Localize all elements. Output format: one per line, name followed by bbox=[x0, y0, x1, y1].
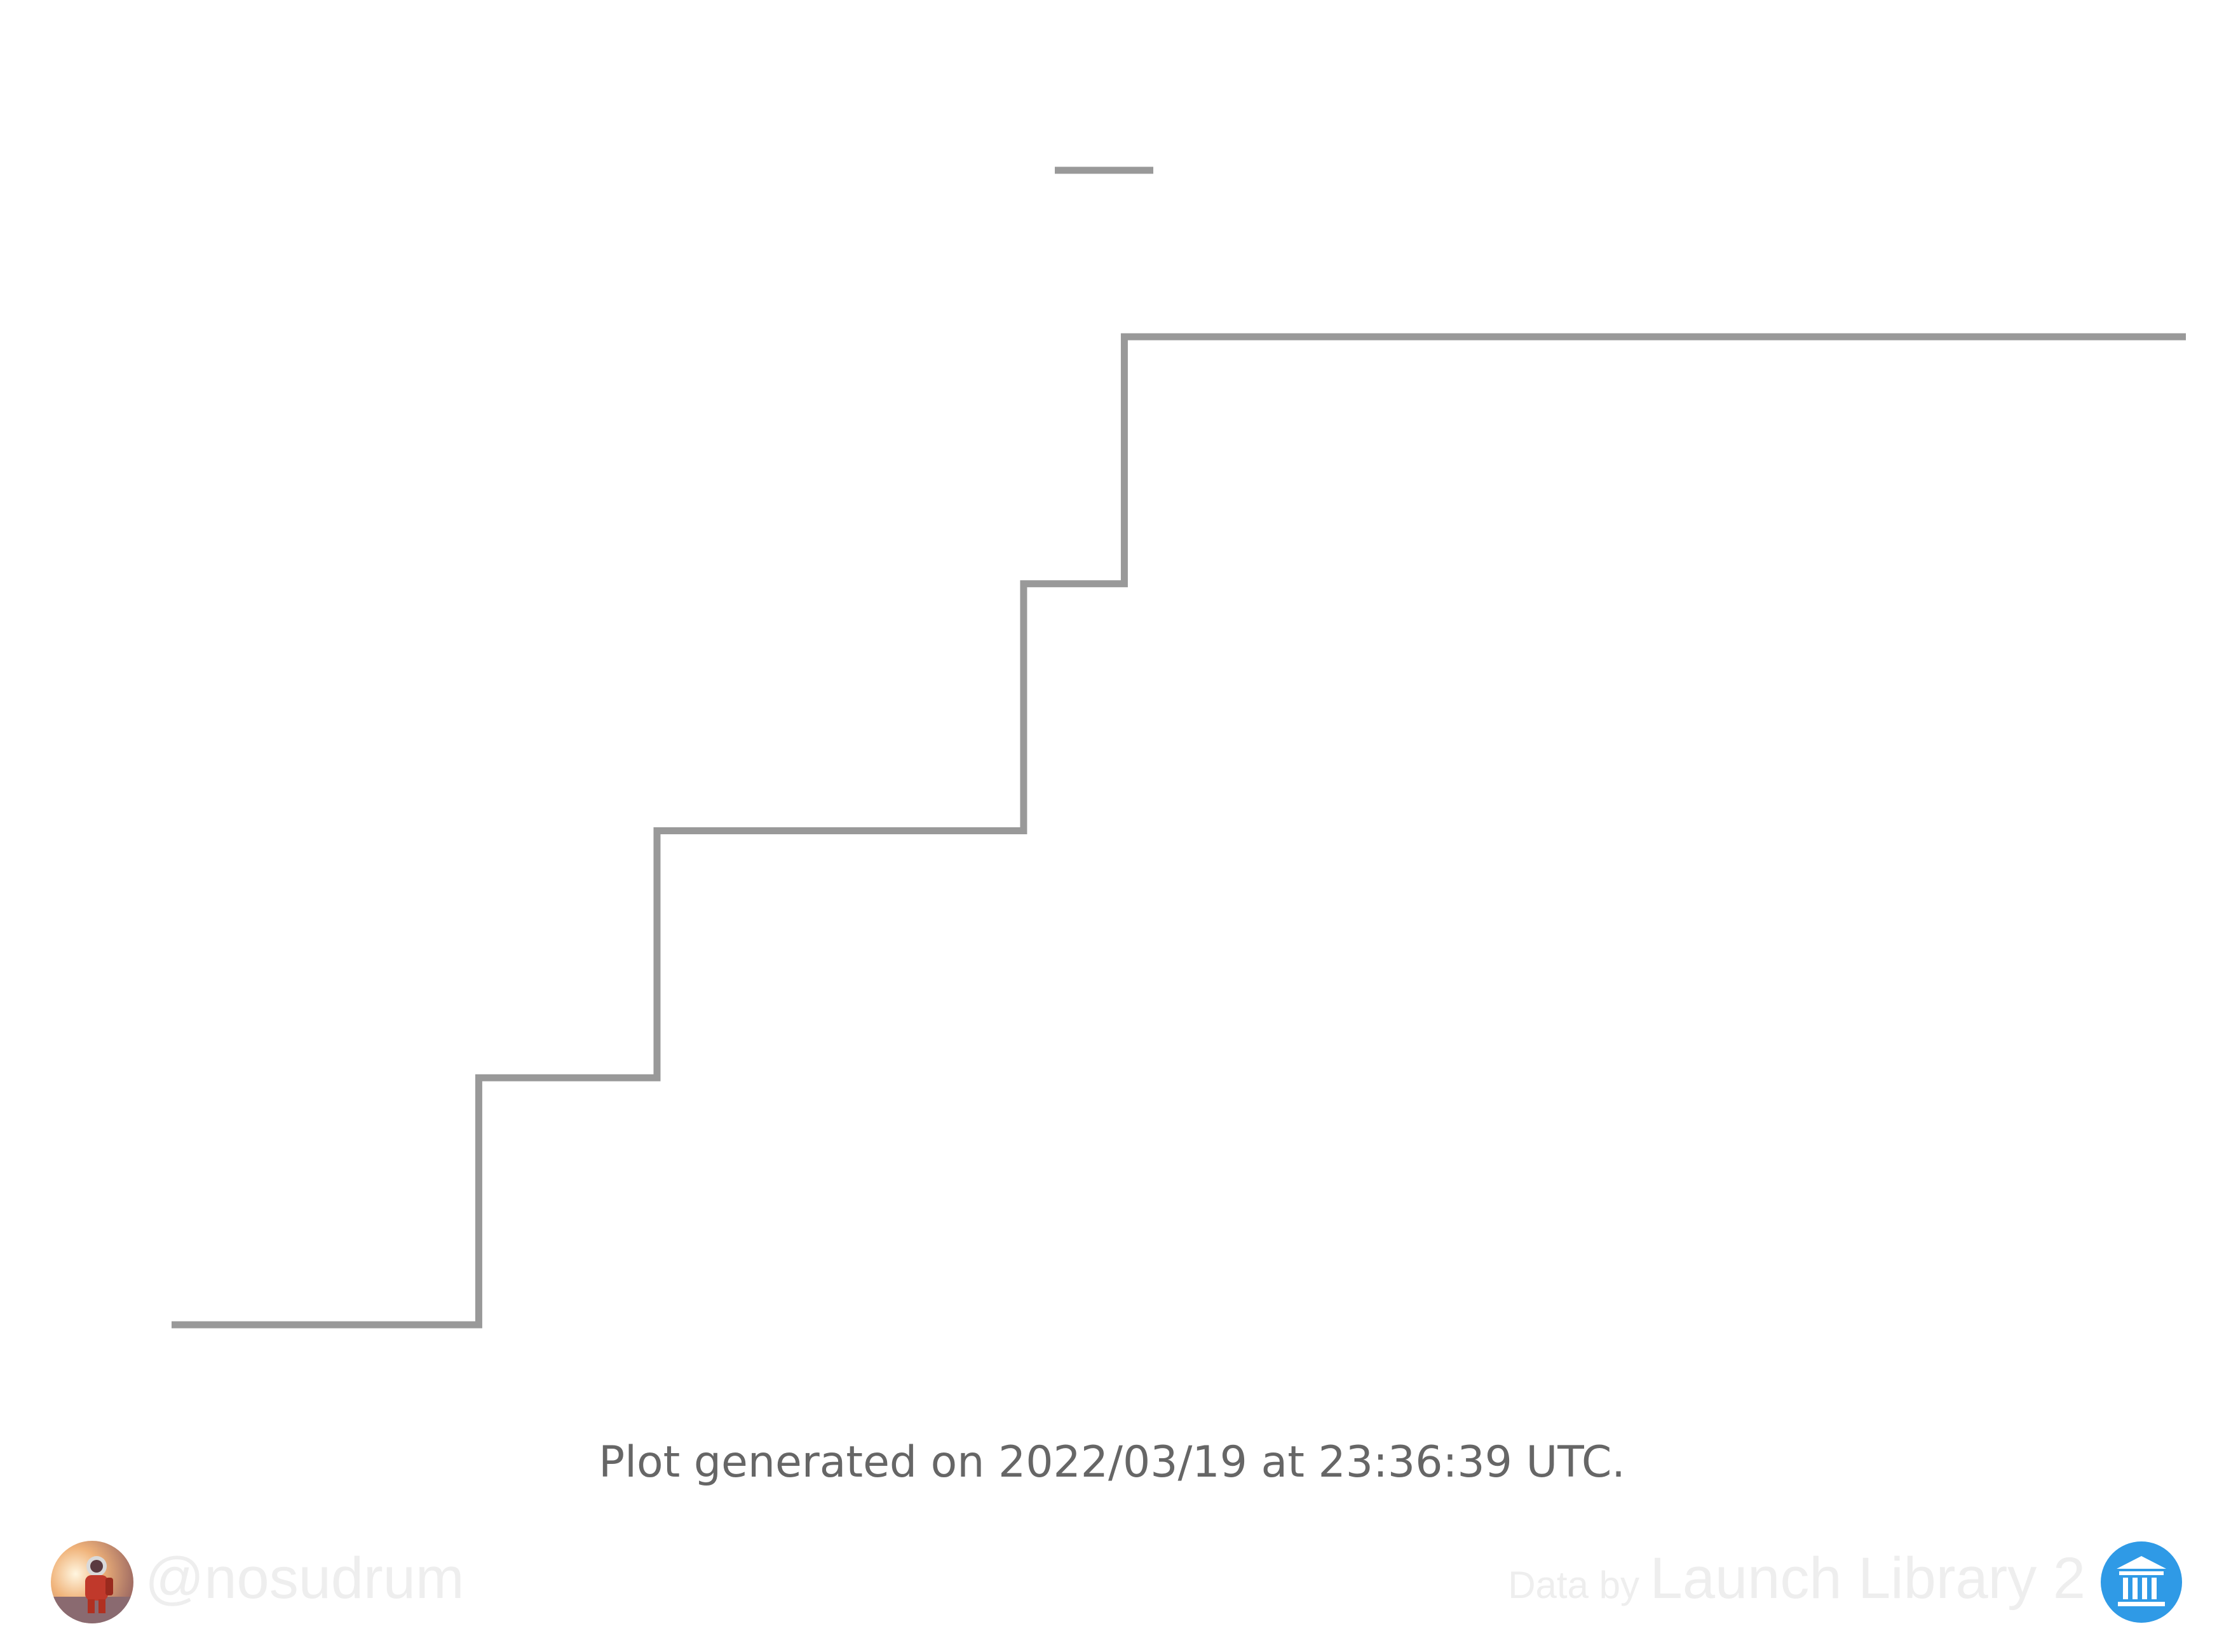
plot-generated-note: Plot generated on 2022/03/19 at 23:36:39… bbox=[599, 1437, 1625, 1487]
data-credit-name: Launch Library 2 bbox=[1650, 1546, 2085, 1611]
astronaut-avatar-icon bbox=[51, 1541, 133, 1623]
data-credit: Data by Launch Library 2 bbox=[1508, 1549, 2085, 1608]
data-credit-prefix: Data by bbox=[1508, 1564, 1650, 1606]
author-handle: @nosudrum bbox=[145, 1546, 464, 1611]
series-line-0 bbox=[172, 333, 2186, 1329]
library-building-icon bbox=[2100, 1541, 2183, 1623]
series-layer bbox=[172, 333, 2186, 1329]
